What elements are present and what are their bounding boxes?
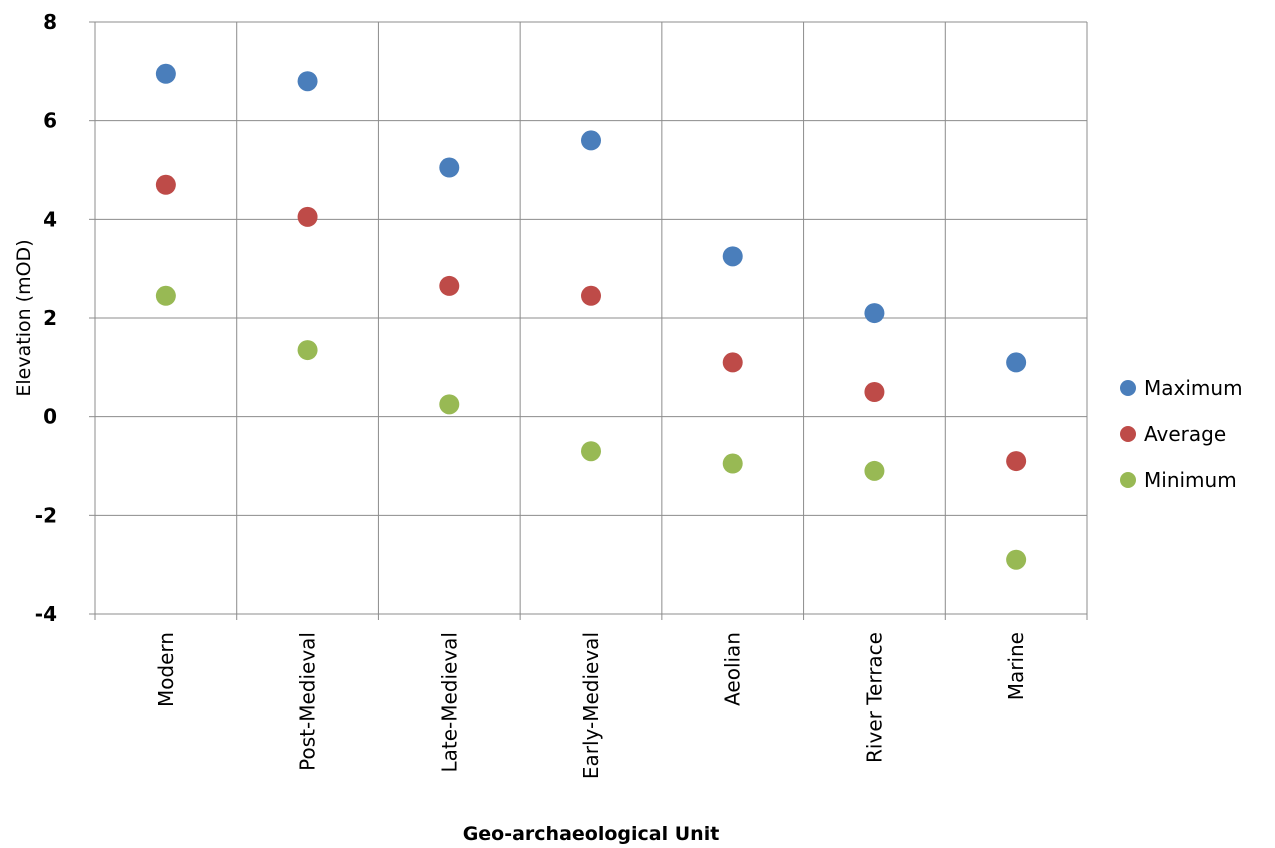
x-tick-labels: Modern Post-Medieval Late-Medieval Early-Me… [154,632,1028,779]
x-tick-label: Early-Medieval [579,632,603,779]
y-tick-label: 2 [43,306,57,330]
x-tick-label: Post-Medieval [296,632,320,771]
legend-marker-average [1120,426,1136,442]
point-average [581,285,601,306]
point-average [1006,451,1027,472]
point-maximum [581,130,601,151]
y-tick-label: -2 [35,503,57,527]
y-tick-label: 8 [43,10,57,34]
y-tick-label: 6 [43,109,57,133]
legend-marker-maximum [1120,380,1136,396]
x-tick-label: River Terrace [862,632,886,763]
point-maximum [155,63,176,84]
point-average [864,382,885,402]
legend: Maximum Average Minimum [1120,376,1243,492]
x-tick-label: Marine [1004,632,1028,700]
point-average [155,174,176,195]
x-tick-label: Modern [154,632,178,707]
point-minimum [722,453,743,474]
legend-marker-minimum [1120,472,1136,488]
point-maximum [1006,352,1027,373]
point-average [439,275,460,296]
point-maximum [722,246,743,267]
point-maximum [297,71,318,92]
point-minimum [297,340,318,361]
point-maximum [439,157,460,178]
y-tick-label: -4 [35,602,57,626]
y-tick-label: 4 [43,207,57,231]
point-average [297,206,318,227]
point-minimum [864,460,885,481]
legend-label-average: Average [1144,422,1226,446]
point-minimum [581,441,601,462]
point-maximum [864,303,885,324]
y-tick-labels: 8 6 4 2 0 -2 -4 [35,10,57,626]
x-tick-label: Late-Medieval [437,632,461,773]
legend-label-minimum: Minimum [1144,468,1237,492]
x-axis-title: Geo-archaeological Unit [463,823,720,845]
point-average [722,352,743,373]
point-minimum [1006,549,1027,570]
y-axis-title: Elevation (mOD) [13,239,35,396]
point-minimum [155,285,176,306]
x-tick-label: Aeolian [721,632,745,706]
grid-lines [89,21,1088,620]
point-minimum [439,394,460,415]
y-tick-label: 0 [43,405,57,429]
data-points [155,63,1027,570]
legend-label-maximum: Maximum [1144,376,1243,400]
